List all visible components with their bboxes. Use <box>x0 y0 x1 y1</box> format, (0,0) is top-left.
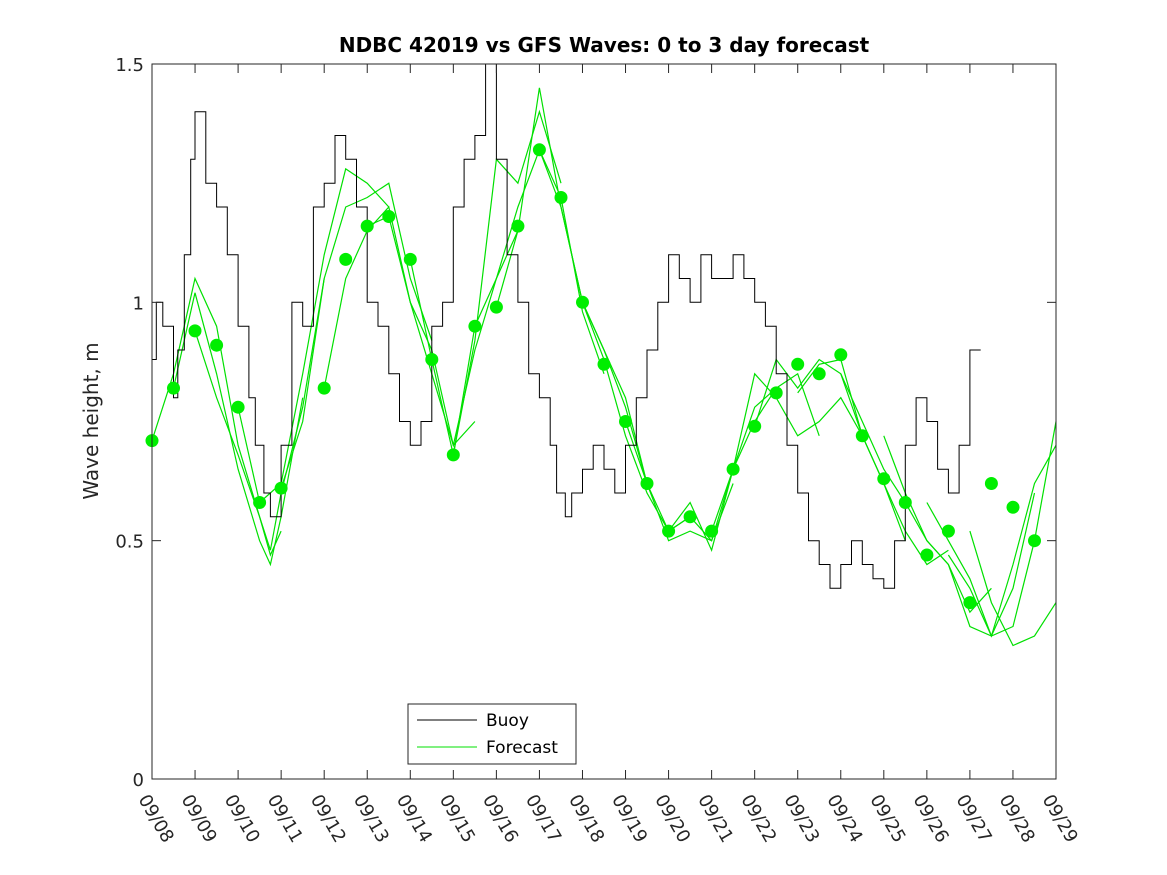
forecast-dot <box>339 252 353 266</box>
y-tick-label: 1 <box>133 293 144 314</box>
forecast-line-22 <box>969 530 1057 647</box>
forecast-dot <box>812 367 826 381</box>
forecast-dot <box>382 210 396 223</box>
forecast-dot <box>920 548 934 562</box>
forecast-dot <box>640 477 654 490</box>
legend-box <box>407 703 577 765</box>
forecast-line-8 <box>409 109 562 456</box>
forecast-dot <box>748 419 762 433</box>
forecast-dot <box>855 429 869 443</box>
forecast-dot <box>1028 534 1041 548</box>
y-axis-label: Wave height, m <box>79 342 103 499</box>
forecast-line-3 <box>194 278 325 551</box>
forecast-dot <box>360 219 374 233</box>
forecast-dot <box>511 219 525 233</box>
forecast-dot <box>963 596 977 610</box>
forecast-dot <box>274 481 288 495</box>
forecast-dot <box>834 348 848 362</box>
forecast-dot <box>489 300 503 314</box>
plot-area <box>152 64 1056 779</box>
forecast-line-9 <box>452 148 605 455</box>
forecast-line-1 <box>151 276 282 557</box>
forecast-dot <box>941 524 955 538</box>
forecast-line-6 <box>323 205 476 447</box>
forecast-dot <box>576 295 589 309</box>
forecast-dot <box>683 510 697 524</box>
forecast-dot <box>425 353 439 366</box>
forecast-dot <box>705 524 719 538</box>
forecast-dot <box>726 462 740 476</box>
y-tick-label: 0.5 <box>115 532 144 553</box>
forecast-dot <box>167 381 180 395</box>
forecast-line-2 <box>172 292 304 567</box>
forecast-dot <box>791 357 805 371</box>
forecast-dot <box>984 477 998 490</box>
forecast-dots-layer <box>145 143 1041 610</box>
forecast-dot <box>468 319 482 333</box>
buoy-line <box>152 63 981 589</box>
forecast-dot <box>403 252 417 266</box>
forecast-dot <box>210 338 224 352</box>
forecast-dot <box>877 472 891 486</box>
forecast-dot <box>317 381 331 395</box>
legend-buoy-label: Buoy <box>486 711 529 731</box>
forecast-dot <box>769 386 783 400</box>
forecast-line-11 <box>538 149 691 532</box>
chart-title: NDBC 42019 vs GFS Waves: 0 to 3 day fore… <box>339 33 870 57</box>
legend-forecast-label: Forecast <box>486 738 558 758</box>
forecast-dot <box>898 496 912 509</box>
forecast-dot <box>188 324 202 338</box>
legend: Buoy Forecast <box>407 703 577 765</box>
forecast-line-21 <box>947 445 1057 638</box>
forecast-dot <box>554 191 568 204</box>
forecast-dot <box>619 415 632 428</box>
forecast-dot <box>532 143 546 157</box>
axes-box <box>151 63 1057 780</box>
forecast-dot <box>231 400 245 414</box>
forecast-dot <box>446 448 460 462</box>
y-tick-label: 1.5 <box>115 55 144 76</box>
forecast-dot <box>662 524 676 538</box>
y-tick-label: 0 <box>133 770 144 791</box>
forecast-dot <box>1006 500 1020 514</box>
forecast-dot <box>253 496 267 509</box>
forecast-dot <box>597 357 611 371</box>
